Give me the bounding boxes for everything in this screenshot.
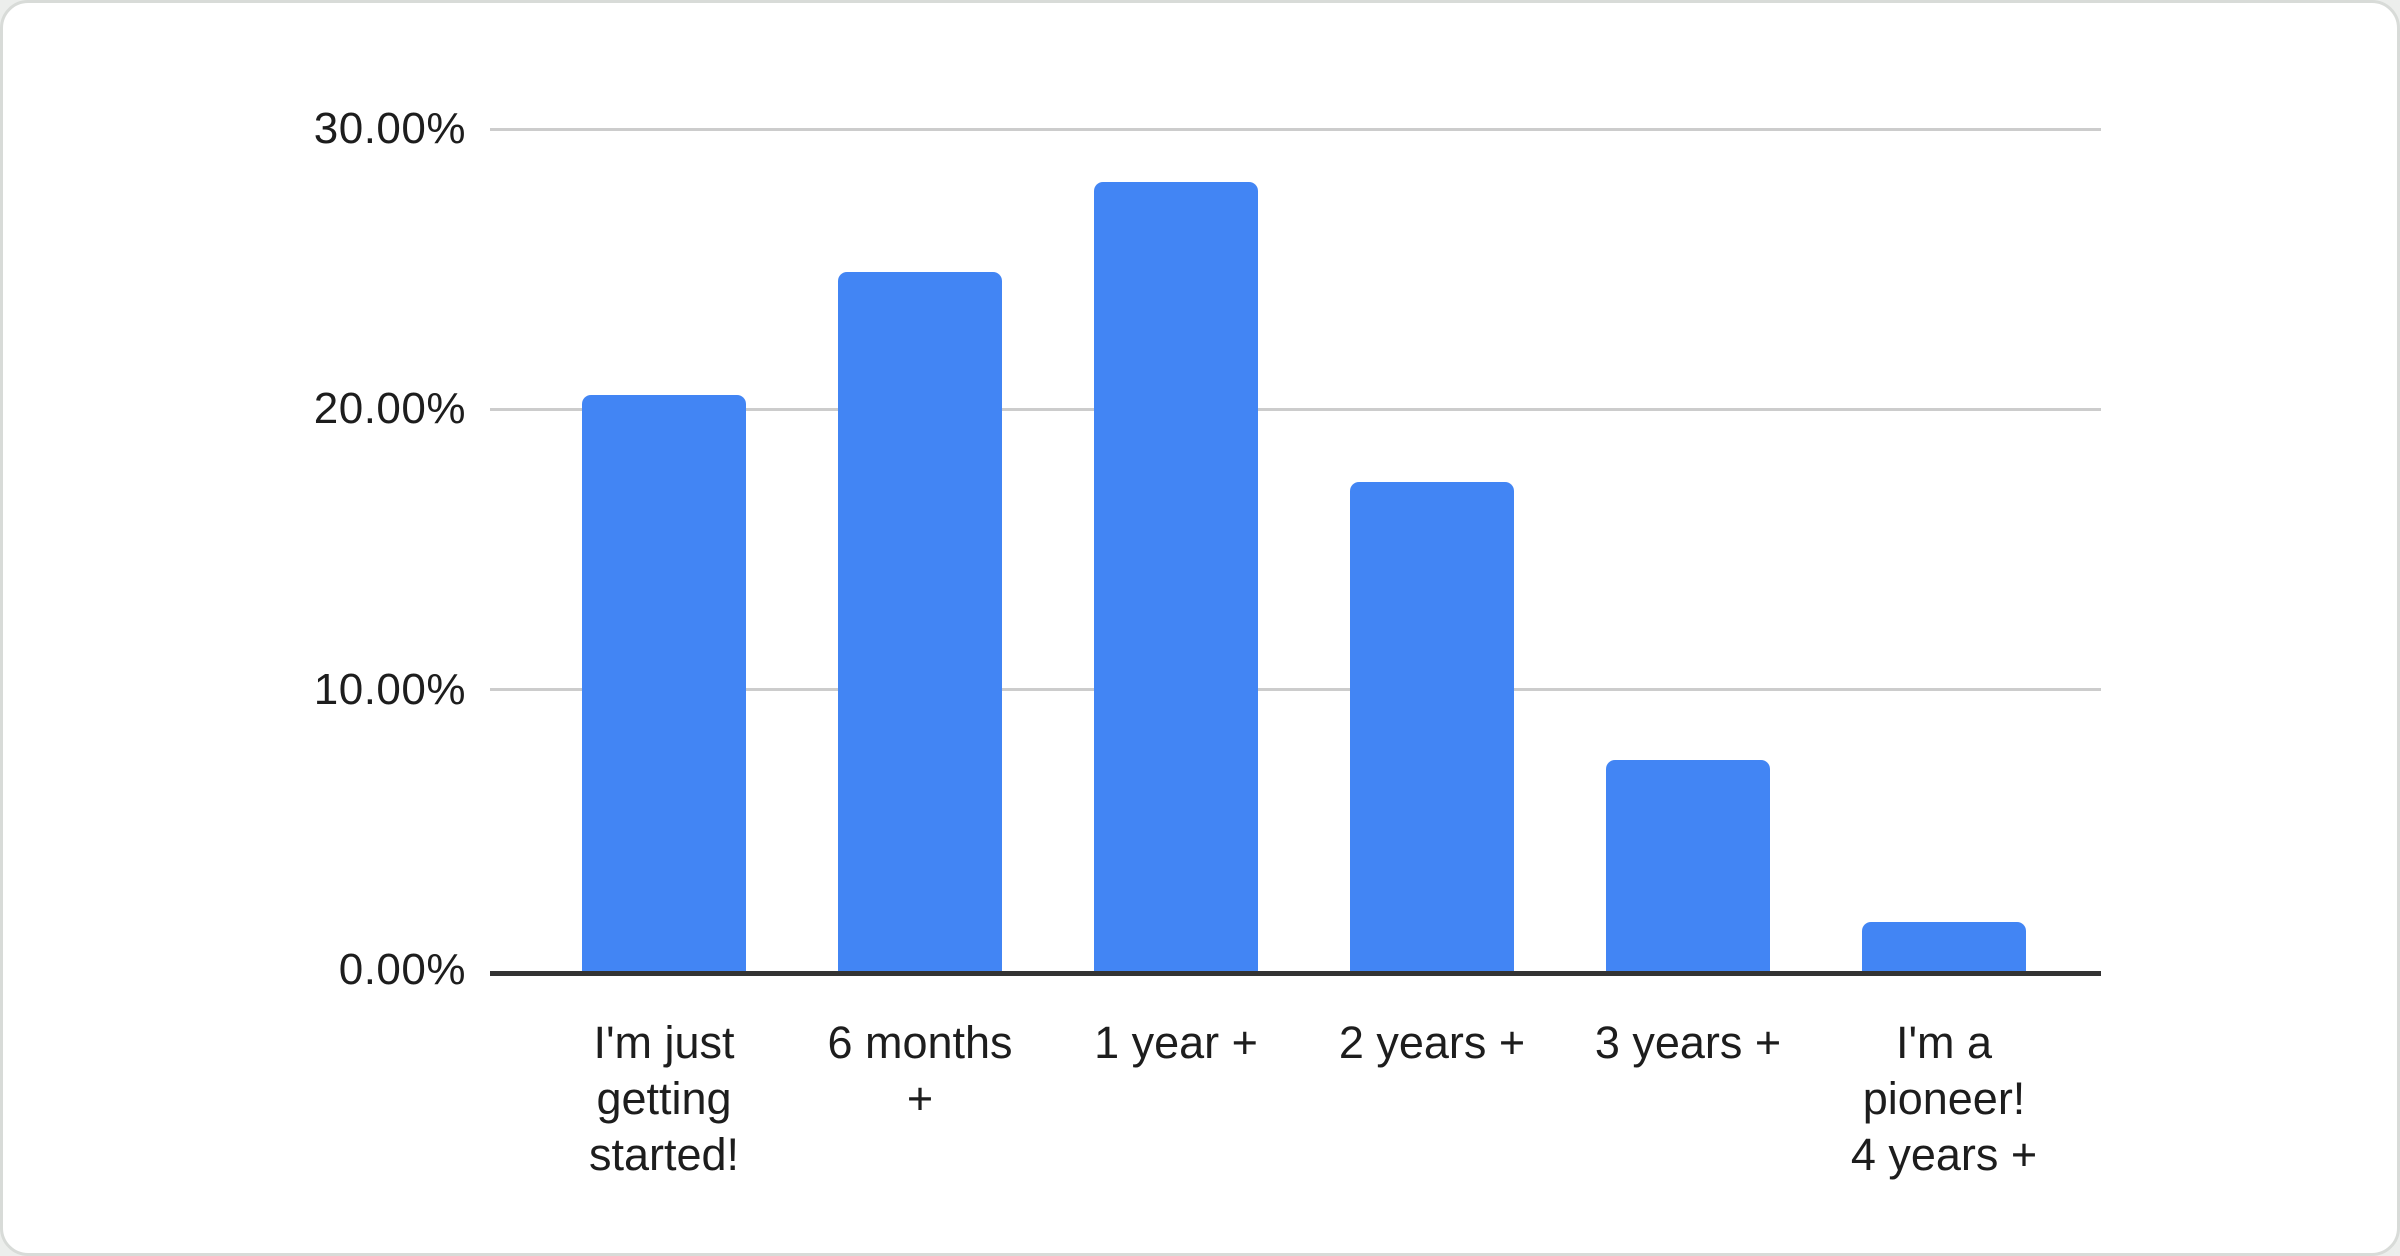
gridline-10pct: [490, 688, 2101, 692]
bar-6[interactable]: [1862, 922, 2026, 971]
y-tick-label-30pct: 30.00%: [313, 104, 466, 153]
bar-2[interactable]: [838, 271, 1002, 971]
x-axis-label-6: I'm a pioneer! 4 years +: [1850, 1017, 2038, 1180]
x-axis-line: [490, 971, 2101, 976]
bar-chart: 0.00% 10.00% 20.00% 30.00% I'm just getting…: [3, 3, 2397, 1253]
bar-3[interactable]: [1094, 182, 1258, 971]
gridline-20pct: [490, 407, 2101, 411]
x-axis-label-4: 2 years +: [1338, 1017, 1526, 1068]
bar-1[interactable]: [582, 395, 746, 971]
x-axis-label-2: 6 months +: [827, 1017, 1013, 1124]
x-axis-label-5: 3 years +: [1594, 1017, 1782, 1068]
x-axis-label-3: 1 year +: [1094, 1017, 1258, 1068]
bar-5[interactable]: [1606, 759, 1770, 971]
y-tick-label-0pct: 0.00%: [338, 945, 466, 994]
bar-4[interactable]: [1350, 482, 1514, 971]
x-axis-label-1: I'm just getting started!: [588, 1017, 740, 1180]
y-tick-label-20pct: 20.00%: [313, 384, 466, 434]
gridline-30pct: [490, 127, 2101, 131]
y-tick-label-10pct: 10.00%: [313, 664, 466, 714]
